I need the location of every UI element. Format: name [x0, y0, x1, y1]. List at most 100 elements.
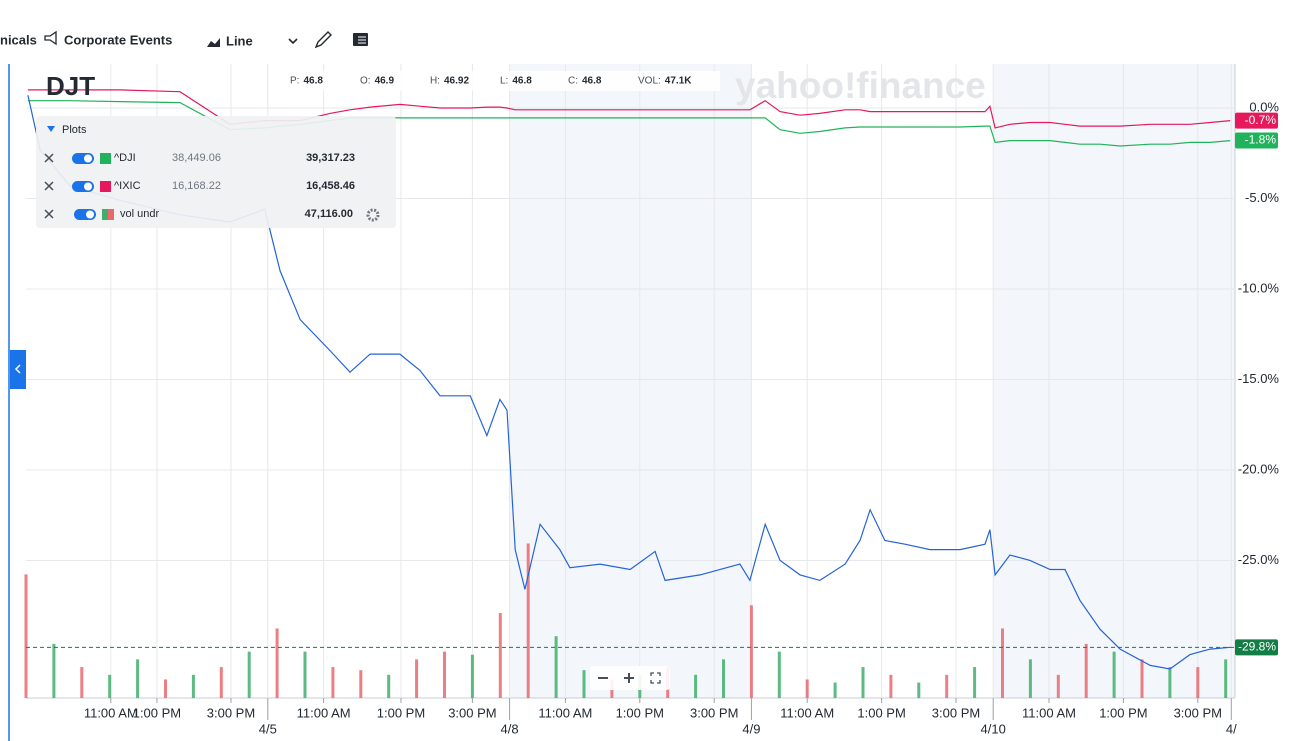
swatch — [108, 209, 114, 220]
events-button[interactable]: Corporate Events — [64, 32, 172, 47]
series-line — [27, 95, 1231, 670]
series-line — [27, 89, 1231, 129]
volume-bar — [52, 643, 56, 698]
legend-name: ^DJI — [114, 152, 136, 164]
fullscreen[interactable] — [650, 672, 661, 684]
table-icon — [358, 36, 366, 44]
last-value-badge — [1235, 132, 1278, 149]
volume-bar — [108, 674, 112, 698]
volume-bar — [694, 674, 698, 698]
x-tick-label: 11:00 AM — [1022, 705, 1076, 720]
plots-panel — [36, 116, 396, 228]
volume-bar — [833, 682, 837, 698]
volume-bar — [1028, 659, 1032, 698]
x-tick-label: 1:00 PM — [133, 705, 181, 720]
quote-label: VOL: — [638, 76, 661, 87]
remove-button[interactable] — [44, 181, 54, 191]
volume-bar — [443, 651, 446, 698]
legend: ^DJI 38,449.06 39,317.23 ^IXIC 16,168.22 16,4… — [44, 152, 380, 222]
chart-type-button[interactable]: Line — [226, 33, 253, 48]
swatch — [100, 181, 111, 192]
quote-label: C: — [568, 76, 578, 87]
technicals-button[interactable]: nicals — [0, 32, 37, 47]
x-tick-label: 3:00 PM — [932, 705, 980, 720]
x-tick-label: 3:00 PM — [1174, 705, 1222, 720]
watermark: yahoo!finance — [735, 65, 986, 106]
volume-bar — [1224, 659, 1228, 698]
x-tick-label: 4/8 — [501, 721, 519, 736]
volume-bar — [861, 667, 865, 698]
legend-last: 47,116.00 — [305, 208, 353, 220]
last-value-badge — [1235, 112, 1278, 129]
quote-label: L: — [500, 76, 508, 87]
volume-bar — [1112, 651, 1116, 698]
x-tick-label: 4/10 — [981, 721, 1006, 736]
collapse-tab[interactable] — [10, 350, 26, 389]
x-tick-label: 11:00 AM — [297, 705, 351, 720]
settings-button[interactable] — [366, 208, 380, 222]
volume-bar — [136, 659, 140, 698]
plots-title: Plots — [62, 124, 87, 136]
collapse-arrow — [14, 364, 21, 374]
y-tick-label: -20.0% — [1238, 461, 1280, 476]
x-tick-label: 1:00 PM — [377, 705, 425, 720]
volume-bar — [359, 670, 363, 698]
volume-bar — [80, 667, 84, 698]
quote-value: 46.8 — [582, 76, 602, 87]
volume-bar — [24, 574, 28, 698]
toggle-knob — [84, 182, 92, 191]
volume-bar — [973, 667, 977, 698]
x-tick-label: 3:00 PM — [690, 705, 738, 720]
toggle-knob — [86, 210, 94, 219]
legend-name: vol undr — [120, 208, 159, 220]
last-value-label: -0.7% — [1245, 113, 1277, 127]
volume-bar — [331, 667, 335, 698]
line-icon — [207, 38, 220, 47]
chevron[interactable] — [288, 38, 298, 45]
y-tick-label: 0.0% — [1249, 99, 1279, 114]
volume-bar — [582, 670, 586, 698]
zoom-in[interactable] — [624, 673, 634, 683]
volume-bar — [1056, 674, 1060, 698]
volume-bar — [526, 543, 530, 698]
volume-bar — [275, 628, 279, 698]
volume-bar — [777, 651, 781, 698]
volume-bar — [917, 682, 921, 698]
quote-bg — [285, 71, 720, 91]
volume-bar — [722, 659, 725, 698]
volume-bar — [303, 651, 307, 698]
volume-bar — [415, 659, 419, 698]
x-tick-label: 11:00 AM — [84, 705, 138, 720]
x-tick-label: 4/9 — [742, 721, 760, 736]
quote-label: H: — [430, 76, 440, 87]
y-tick-label: -5.0% — [1245, 190, 1279, 205]
legend-last: 16,458.46 — [306, 180, 355, 192]
volume-bar — [945, 674, 949, 698]
session-shade — [510, 64, 751, 698]
y-tick-label: -25.0% — [1238, 552, 1280, 567]
x-tick-label: 3:00 PM — [448, 705, 496, 720]
volume — [24, 543, 1228, 698]
x-tick-label: 1:00 PM — [616, 705, 664, 720]
session-shade — [993, 64, 1235, 698]
volume-bar — [219, 667, 223, 698]
remove-button[interactable] — [44, 209, 54, 219]
x-tick-label: 3:00 PM — [207, 705, 255, 720]
swatch — [100, 153, 111, 164]
quote-value: 46.9 — [375, 76, 395, 87]
collapse-triangle[interactable] — [47, 126, 55, 132]
volume-bar — [191, 674, 195, 698]
volume-bar — [498, 613, 502, 698]
volume-bar — [1140, 659, 1144, 698]
legend-last: 39,317.23 — [306, 152, 355, 164]
last-value-badge — [1235, 639, 1278, 656]
volume-bar — [805, 679, 809, 698]
volume-bar — [554, 636, 558, 698]
volume-bar — [164, 679, 167, 698]
draw-button[interactable] — [314, 31, 332, 49]
legend-prev: 38,449.06 — [172, 152, 221, 164]
volume-bar — [1084, 643, 1088, 698]
volume-bar — [1168, 667, 1172, 698]
remove-button[interactable] — [44, 153, 54, 163]
events-icon — [44, 30, 57, 46]
